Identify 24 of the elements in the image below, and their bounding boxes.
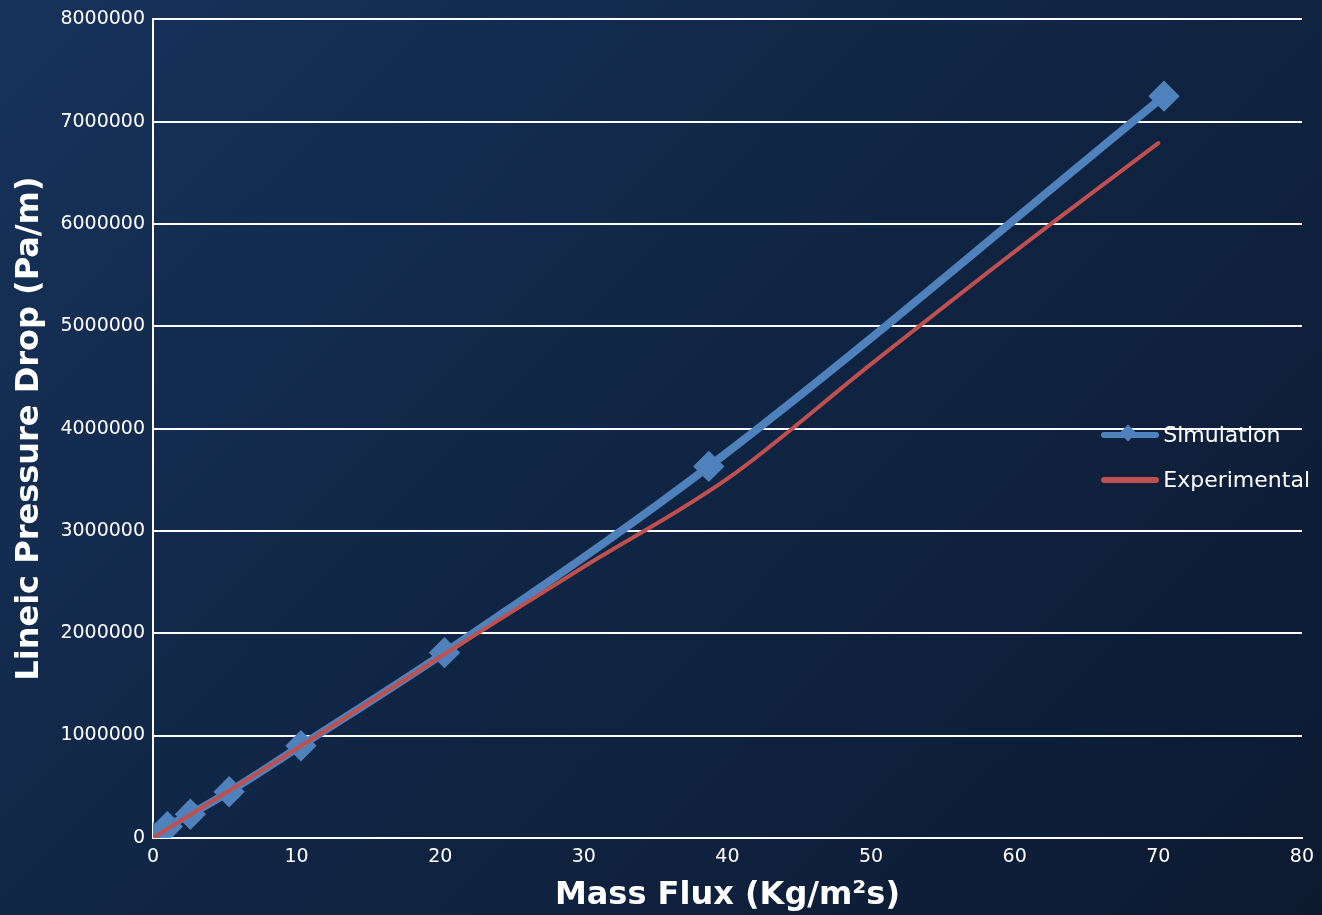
- point: [694, 452, 723, 481]
- y-tick-label: 4000000: [60, 415, 146, 438]
- point: [1150, 82, 1179, 111]
- y-tick-label: 3000000: [60, 517, 146, 540]
- x-tick-label: 0: [146, 844, 160, 867]
- x-tick-label: 80: [1289, 844, 1315, 867]
- x-axis-title: Mass Flux (Kg/m²s): [554, 874, 901, 913]
- y-tick-label: 5000000: [60, 313, 146, 336]
- x-tick-label: 40: [715, 844, 740, 867]
- y-axis-title: Lineic Pressure Drop (Pa/m): [7, 176, 46, 681]
- y-tick-label: 8000000: [60, 6, 146, 29]
- y-tick-label: 7000000: [60, 108, 146, 131]
- x-tick-label: 50: [858, 844, 884, 867]
- y-tick-label: 0: [132, 824, 146, 847]
- y-tick-label: 2000000: [60, 620, 146, 643]
- y-tick-label: 1000000: [60, 722, 146, 745]
- x-tick-label: 60: [1002, 844, 1027, 867]
- x-tick-label: 30: [571, 844, 596, 867]
- legend-label: Experimental: [1163, 467, 1310, 492]
- legend-label: Simulation: [1163, 422, 1281, 447]
- x-tick-label: 70: [1146, 844, 1171, 867]
- x-tick-label: 20: [428, 844, 453, 867]
- y-tick-label: 6000000: [60, 210, 146, 233]
- x-tick-label: 10: [284, 844, 309, 867]
